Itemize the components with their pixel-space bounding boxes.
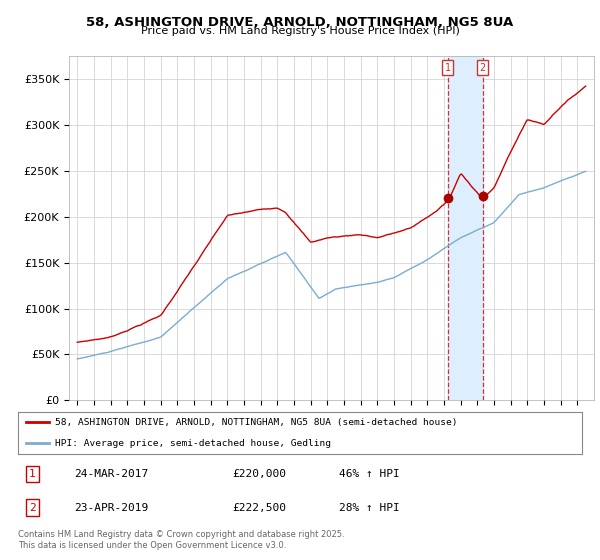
Text: £222,500: £222,500	[232, 502, 286, 512]
Text: HPI: Average price, semi-detached house, Gedling: HPI: Average price, semi-detached house,…	[55, 438, 331, 447]
Text: 46% ↑ HPI: 46% ↑ HPI	[340, 469, 400, 479]
Text: Price paid vs. HM Land Registry's House Price Index (HPI): Price paid vs. HM Land Registry's House …	[140, 26, 460, 36]
Bar	[448, 56, 482, 400]
Text: 1: 1	[29, 469, 35, 479]
Text: 2: 2	[479, 63, 486, 73]
Text: 1: 1	[445, 63, 451, 73]
Text: 2: 2	[29, 502, 35, 512]
Text: 28% ↑ HPI: 28% ↑ HPI	[340, 502, 400, 512]
Text: 58, ASHINGTON DRIVE, ARNOLD, NOTTINGHAM, NG5 8UA (semi-detached house): 58, ASHINGTON DRIVE, ARNOLD, NOTTINGHAM,…	[55, 418, 457, 427]
Text: 23-APR-2019: 23-APR-2019	[74, 502, 149, 512]
Text: £220,000: £220,000	[232, 469, 286, 479]
Text: Contains HM Land Registry data © Crown copyright and database right 2025.
This d: Contains HM Land Registry data © Crown c…	[18, 530, 344, 550]
Text: 58, ASHINGTON DRIVE, ARNOLD, NOTTINGHAM, NG5 8UA: 58, ASHINGTON DRIVE, ARNOLD, NOTTINGHAM,…	[86, 16, 514, 29]
Text: 24-MAR-2017: 24-MAR-2017	[74, 469, 149, 479]
